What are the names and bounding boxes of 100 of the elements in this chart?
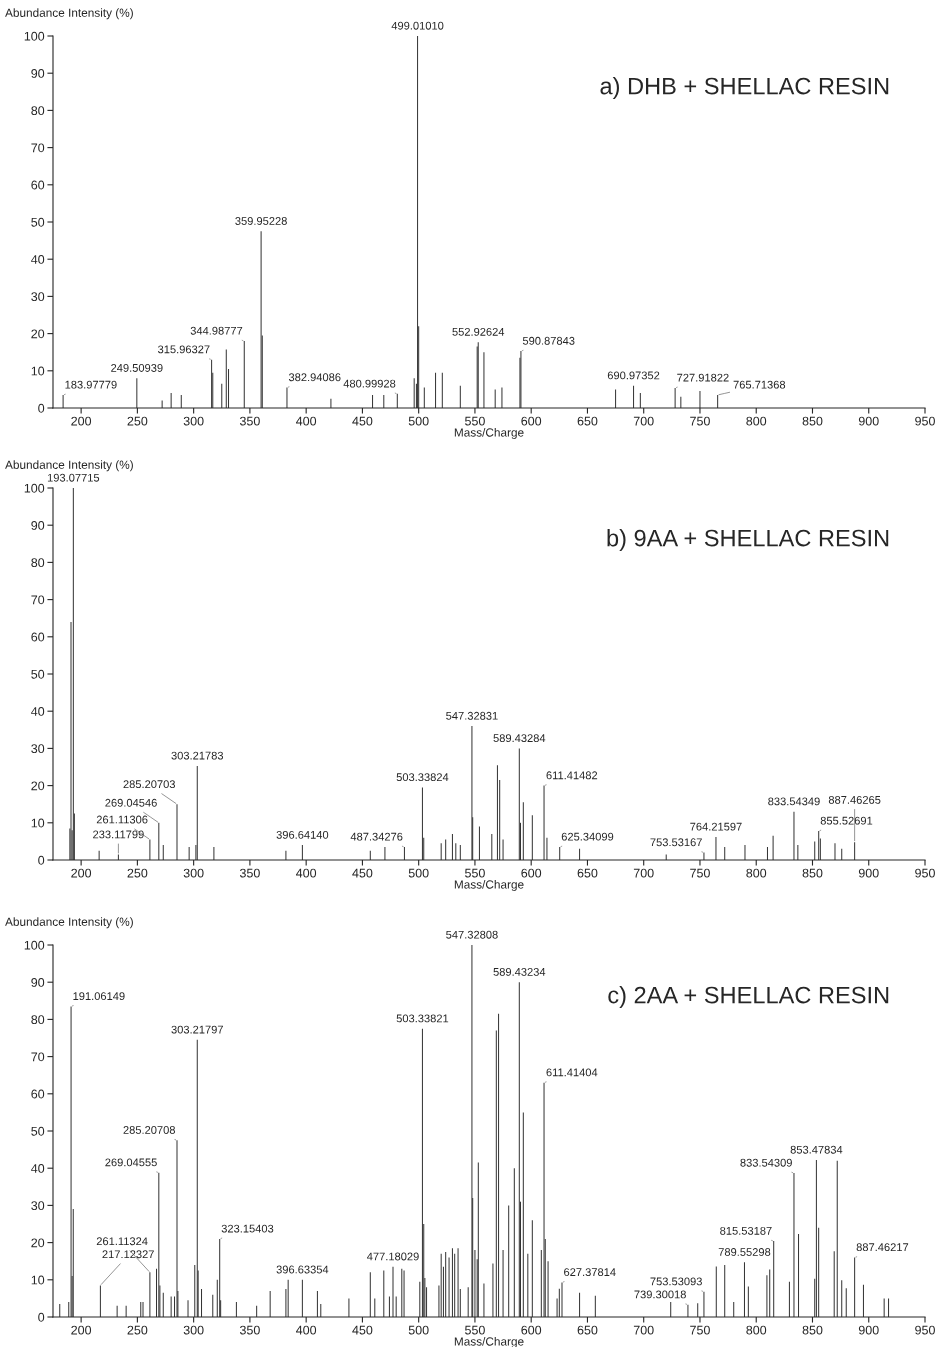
x-tick-label: 500 (408, 868, 429, 878)
annotation: 323.15403 (221, 1224, 274, 1233)
x-tick-label: 850 (802, 868, 823, 878)
x-tick-label: 800 (746, 416, 767, 426)
annotation: 249.50939 (111, 364, 163, 372)
x-tick-label: 500 (408, 416, 429, 426)
y-axis-title: Abundance Intensity (%) (5, 917, 133, 929)
y-tick-label: 90 (31, 978, 45, 987)
annotation: 739.30018 (634, 1290, 686, 1299)
y-tick-label: 70 (31, 143, 45, 153)
y-axis-title: Abundance Intensity (%) (5, 8, 133, 20)
annotation: 887.46265 (828, 795, 881, 804)
y-tick-label: 30 (31, 744, 45, 754)
x-tick-label: 450 (352, 416, 373, 426)
annotation: 690.97352 (607, 371, 660, 380)
x-tick-label: 800 (746, 868, 767, 878)
annotation: 855.52691 (820, 816, 873, 825)
annotation: 396.64140 (276, 830, 329, 839)
annotation: 261.11324 (96, 1237, 148, 1246)
annotation: 303.21797 (171, 1025, 223, 1034)
annotation: 764.21597 (690, 822, 742, 831)
y-tick-label: 50 (31, 1126, 45, 1136)
y-tick-label: 40 (31, 707, 45, 716)
y-tick-label: 20 (31, 329, 45, 339)
annotation: 487.34276 (350, 832, 403, 841)
annotation: 503.33821 (396, 1014, 449, 1023)
annotation: 853.47834 (790, 1145, 843, 1154)
x-tick-label: 900 (858, 1325, 879, 1335)
y-tick-label: 30 (31, 1201, 45, 1211)
text: c) 2AA + SHELLAC RESIN (608, 986, 889, 1009)
x-tick-label: 200 (71, 416, 92, 426)
annotation: 303.21783 (171, 751, 224, 760)
annotation: 359.95228 (235, 217, 287, 225)
x-tick-label: 750 (690, 1325, 710, 1335)
annotation: 285.20703 (123, 780, 175, 789)
annotation: 480.99928 (343, 379, 396, 388)
x-tick-label: 400 (296, 1325, 317, 1335)
x-axis-title: Mass/Charge (454, 427, 524, 439)
annotation: 193.07715 (47, 473, 100, 482)
x-tick-label: 250 (127, 416, 148, 426)
x-axis-title: Mass/Charge (454, 879, 524, 891)
x-tick-label: 950 (915, 1325, 935, 1335)
x-tick-label: 900 (858, 868, 879, 878)
annotation: 611.41482 (546, 771, 598, 780)
annotation: 499.01010 (391, 21, 444, 30)
annotation: 269.04546 (105, 798, 157, 807)
annotation: 344.98777 (190, 326, 243, 335)
y-tick-label: 30 (31, 292, 45, 302)
x-tick-label: 550 (465, 1325, 485, 1335)
annotation: 552.92624 (452, 327, 505, 336)
x-tick-label: 650 (577, 416, 598, 426)
x-tick-label: 600 (521, 1325, 542, 1335)
annotation: 589.43234 (493, 967, 546, 976)
annotation: 285.20708 (123, 1126, 175, 1134)
x-tick-label: 300 (183, 868, 204, 878)
annotation: 503.33824 (396, 773, 449, 782)
annotation: 887.46217 (856, 1243, 909, 1252)
annotation: 269.04555 (105, 1158, 157, 1167)
y-tick-label: 70 (31, 595, 45, 605)
y-tick-label: 10 (31, 366, 45, 376)
annotation: 261.11306 (96, 815, 148, 824)
y-tick-label: 0 (38, 403, 45, 413)
y-tick-label: 0 (38, 1312, 45, 1322)
y-tick-label: 10 (31, 1275, 45, 1285)
y-tick-label: 90 (31, 521, 45, 530)
x-tick-label: 600 (521, 868, 542, 878)
x-tick-label: 950 (915, 868, 935, 878)
x-tick-label: 850 (802, 416, 823, 426)
annotation: 589.43284 (493, 734, 546, 743)
annotation: 183.97779 (65, 380, 117, 389)
y-tick-label: 80 (31, 106, 45, 116)
x-tick-label: 750 (690, 868, 710, 878)
annotation: 315.96327 (157, 345, 210, 354)
annotation: 590.87843 (522, 336, 575, 345)
x-tick-label: 450 (352, 1325, 373, 1335)
x-axis-title: Mass/Charge (454, 1336, 524, 1347)
x-tick-label: 650 (577, 1325, 598, 1335)
x-tick-label: 700 (633, 416, 654, 426)
x-tick-label: 350 (239, 868, 260, 878)
y-tick-label: 40 (31, 255, 45, 264)
x-tick-label: 400 (296, 868, 317, 878)
x-tick-label: 650 (577, 868, 598, 878)
annotation: 233.11799 (93, 830, 144, 839)
x-tick-label: 800 (746, 1325, 767, 1335)
y-tick-label: 70 (31, 1052, 45, 1062)
x-tick-label: 850 (802, 1325, 823, 1335)
text: a) DHB + SHELLAC RESIN (600, 77, 889, 100)
text: b) 9AA + SHELLAC RESIN (607, 529, 889, 552)
y-tick-label: 10 (31, 818, 45, 828)
x-tick-label: 600 (521, 416, 542, 426)
annotation: 753.53167 (650, 838, 702, 847)
annotation: 396.63354 (276, 1265, 329, 1274)
x-tick-label: 250 (127, 1325, 148, 1335)
annotation: 382.94086 (288, 373, 341, 382)
annotation: 627.37814 (564, 1268, 616, 1277)
x-tick-label: 550 (465, 868, 485, 878)
y-tick-label: 100 (24, 940, 45, 950)
x-tick-label: 250 (127, 868, 148, 878)
annotation: 815.53187 (720, 1226, 772, 1235)
annotation: 547.32808 (446, 930, 498, 939)
